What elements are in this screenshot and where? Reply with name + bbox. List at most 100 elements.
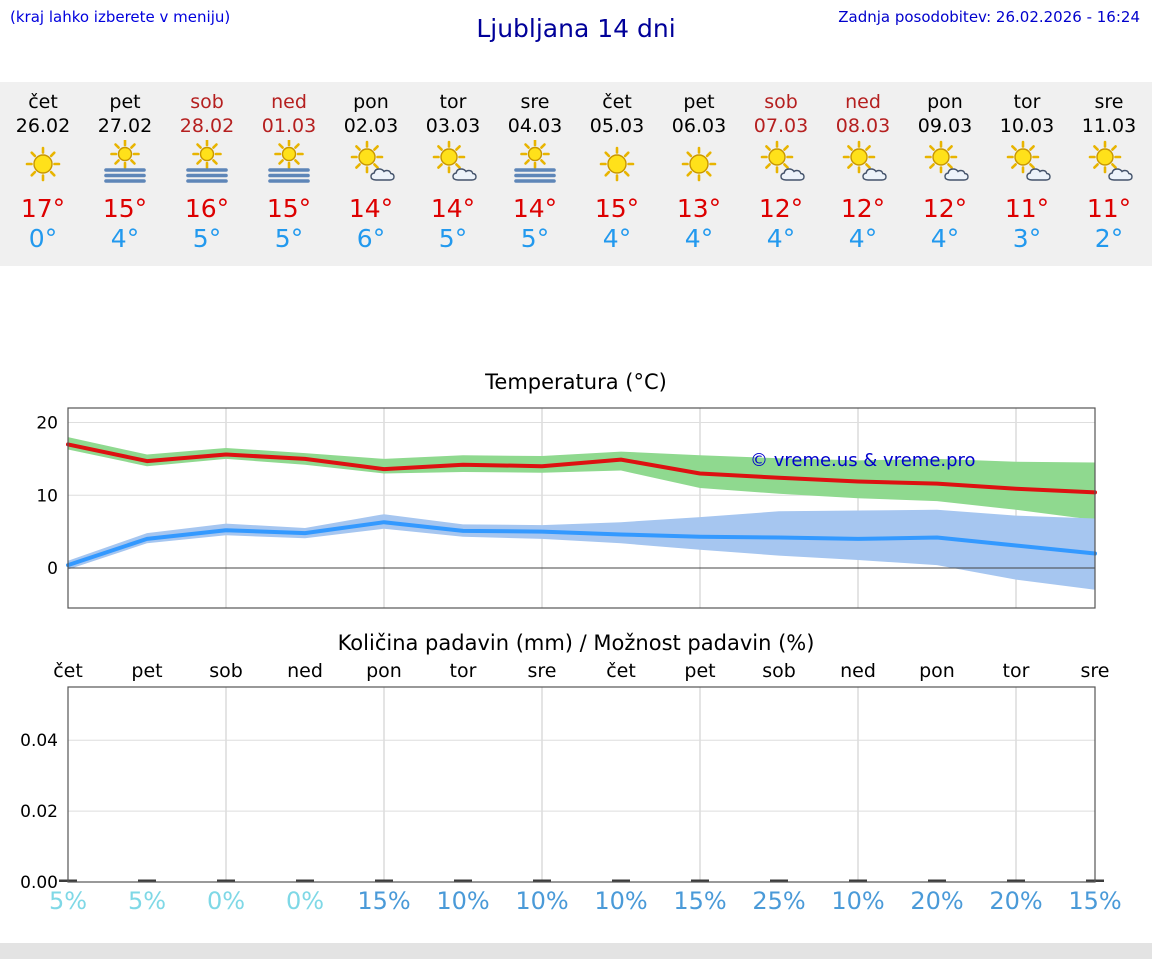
sun-cloud-icon [1068,140,1150,190]
day-date: 07.03 [753,115,809,137]
day-high-temp: 12° [758,194,804,223]
precip-bar [375,879,393,882]
precipitation-chart-title: Količina padavin (mm) / Možnost padavin … [337,631,815,655]
temp-ytick-label: 20 [36,414,58,434]
day-high-temp: 17° [20,194,66,223]
precip-bar [612,879,630,882]
temperature-chart-title: Temperatura (°C) [485,370,667,394]
forecast-day[interactable]: sre 04.03 14° 5° [494,90,576,254]
forecast-strip: čet 26.02 17° 0° pet 27.02 15° 4° sob 28.02 16° 5° n… [0,82,1152,266]
sun-icon [658,140,740,190]
precip-day-label: tor [1003,660,1030,682]
day-high-temp: 14° [512,194,558,223]
day-low-temp: 5° [438,224,468,253]
precip-probability: 25% [752,887,805,915]
temperature-chart: 0 10 20 © vreme.us & vreme.pro [0,400,1152,615]
precipitation-plot: čet pet sob ned pon tor sre čet pet sob ned pon tor s… [20,660,1122,915]
precip-probability: 5% [128,887,166,915]
day-low-temp: 4° [930,224,960,253]
day-high-temp: 15° [594,194,640,223]
precip-probability: 15% [1068,887,1121,915]
precipitation-chart: čet pet sob ned pon tor sre čet pet sob ned pon tor s… [0,657,1152,925]
day-low-temp: 4° [848,224,878,253]
precip-probability: 10% [436,887,489,915]
day-name: čet [28,91,58,113]
sun-fog-icon [494,139,576,190]
precip-day-label: čet [53,660,83,682]
day-date: 26.02 [15,115,71,137]
day-date: 05.03 [589,115,645,137]
forecast-day[interactable]: tor 10.03 11° 3° [986,90,1068,254]
forecast-day[interactable]: sre 11.03 11° 2° [1068,90,1150,254]
day-high-temp: 15° [266,194,312,223]
page-header: (kraj lahko izberete v meniju) Ljubljana… [0,0,1152,52]
day-low-temp: 4° [602,224,632,253]
precip-bar [770,879,788,882]
day-name: pon [927,91,963,113]
day-low-temp: 5° [192,224,222,253]
day-high-temp: 15° [102,194,148,223]
day-date: 11.03 [1081,115,1137,137]
day-date: 02.03 [343,115,399,137]
sun-icon [2,140,84,190]
forecast-day[interactable]: ned 01.03 15° 5° [248,90,330,254]
precip-probability: 10% [515,887,568,915]
precip-day-label: čet [606,660,636,682]
precip-bar [1007,879,1025,882]
forecast-day[interactable]: čet 05.03 15° 4° [576,90,658,254]
day-high-temp: 12° [922,194,968,223]
sun-cloud-icon [822,140,904,190]
watermark-link[interactable]: © vreme.us & vreme.pro [750,450,976,471]
menu-hint: (kraj lahko izberete v meniju) [10,8,231,26]
precip-ytick-label: 0.02 [20,802,58,822]
precip-bar [849,879,867,882]
forecast-day[interactable]: sob 28.02 16° 5° [166,90,248,254]
day-high-temp: 14° [348,194,394,223]
sun-fog-icon [84,139,166,190]
day-low-temp: 4° [766,224,796,253]
day-low-temp: 2° [1094,224,1124,253]
day-name: pet [683,91,715,113]
page-title: Ljubljana 14 dni [476,14,676,43]
forecast-day[interactable]: pon 09.03 12° 4° [904,90,986,254]
precip-probability: 15% [357,887,410,915]
precip-day-label: sre [1081,660,1110,682]
precip-probability: 10% [594,887,647,915]
sun-cloud-icon [986,140,1068,190]
forecast-day[interactable]: tor 03.03 14° 5° [412,90,494,254]
day-low-temp: 3° [1012,224,1042,253]
precip-day-label: sob [209,660,243,682]
precip-bar [217,879,235,882]
forecast-day[interactable]: pet 06.03 13° 4° [658,90,740,254]
precip-day-label: pet [684,660,715,682]
forecast-day[interactable]: pon 02.03 14° 6° [330,90,412,254]
forecast-day[interactable]: čet 26.02 17° 0° [2,90,84,254]
day-high-temp: 16° [184,194,230,223]
precip-probability: 20% [910,887,963,915]
day-low-temp: 4° [110,224,140,253]
sun-cloud-icon [904,140,986,190]
precip-day-label: pon [366,660,402,682]
sun-cloud-icon [330,140,412,190]
sun-icon [576,140,658,190]
day-name: čet [602,91,632,113]
precip-probability: 20% [989,887,1042,915]
day-name: tor [1013,91,1041,113]
precip-day-label: sob [762,660,796,682]
sun-cloud-icon [740,140,822,190]
day-high-temp: 14° [430,194,476,223]
forecast-day[interactable]: pet 27.02 15° 4° [84,90,166,254]
precip-bar [138,879,156,882]
last-update-timestamp: Zadnja posodobitev: 26.02.2026 - 16:24 [838,8,1140,26]
day-low-temp: 5° [274,224,304,253]
day-date: 03.03 [425,115,481,137]
day-date: 06.03 [671,115,727,137]
precip-probability: 10% [831,887,884,915]
precip-bar [691,879,709,882]
day-name: pet [109,91,141,113]
forecast-day[interactable]: sob 07.03 12° 4° [740,90,822,254]
day-date: 10.03 [999,115,1055,137]
precip-ytick-label: 0.04 [20,731,58,751]
day-date: 09.03 [917,115,973,137]
forecast-day[interactable]: ned 08.03 12° 4° [822,90,904,254]
